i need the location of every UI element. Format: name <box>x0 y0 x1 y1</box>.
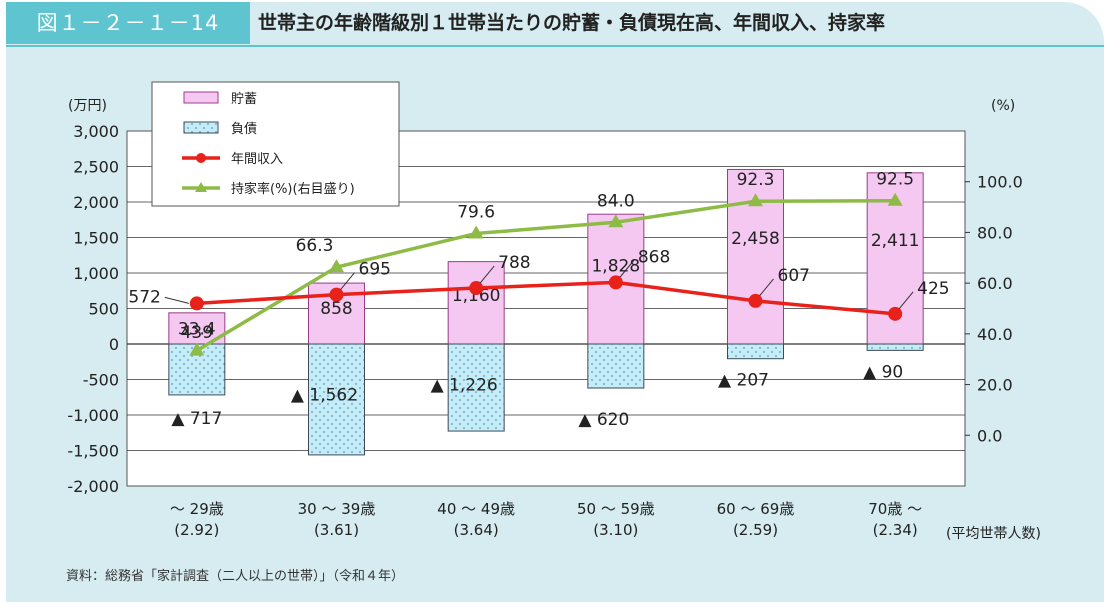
y2-tick-label: 20.0 <box>977 376 1013 395</box>
income-marker <box>888 306 903 321</box>
savings-label: 2,411 <box>871 231 920 251</box>
homeownership-marker <box>329 259 344 273</box>
homeownership-label: 33.4 <box>178 320 216 340</box>
y2-tick-label: 0.0 <box>977 426 1002 445</box>
savings-label: 858 <box>320 299 352 319</box>
legend-marker-income <box>196 153 206 163</box>
savings-label: 1,828 <box>591 257 640 277</box>
source-note: 資料：総務省「家計調査（二人以上の世帯）」（令和４年） <box>66 569 405 584</box>
chart: 3,000 2,500 2,000 1,500 1,000 500 0 -500 -1,000 -… <box>67 81 1041 542</box>
category-sub-label: (2.92) <box>174 521 219 539</box>
income-leader <box>340 272 355 290</box>
figure-title: 世帯主の年齢階級別１世帯当たりの貯蓄・負債現在高、年間収入、持家率 <box>258 12 886 34</box>
legend-marker-homeownership <box>195 182 207 192</box>
category-label: 70歳 ～ <box>868 500 922 518</box>
y-tick-label: -1,000 <box>67 406 119 425</box>
y2-tick-label: 80.0 <box>977 223 1013 242</box>
homeownership-marker <box>189 342 205 356</box>
income-marker <box>748 293 763 308</box>
income-marker <box>329 287 344 302</box>
y2-axis-unit: (%) <box>991 98 1015 114</box>
category-sub-label: (3.10) <box>593 521 638 539</box>
legend-label: 貯蓄 <box>231 92 257 107</box>
category-sub-label: (3.64) <box>454 521 499 539</box>
homeownership-marker <box>748 193 763 207</box>
category-sub-label: (2.34) <box>873 521 918 539</box>
legend-label: 負債 <box>231 122 257 137</box>
homeownership-label: 92.5 <box>876 170 914 190</box>
debt-label: ▲ 620 <box>578 410 629 430</box>
income-leader <box>619 260 635 278</box>
income-marker <box>469 281 484 296</box>
income-label: 695 <box>359 260 391 280</box>
y-tick-label: -500 <box>83 371 119 390</box>
debt-bar <box>587 343 645 389</box>
income-label: 607 <box>778 266 810 286</box>
category-sub-label: (2.59) <box>733 521 778 539</box>
y-tick-label: 3,000 <box>73 122 119 141</box>
income-leader <box>898 291 914 310</box>
legend-swatch-savings <box>183 91 219 104</box>
homeownership-marker <box>468 225 484 239</box>
category-label: 50 ～ 59歳 <box>577 500 655 518</box>
debt-label: ▲ 90 <box>863 362 903 382</box>
income-marker <box>608 275 623 290</box>
legend-label: 持家率(%)(右目盛り) <box>231 181 355 197</box>
debt-label: ▲ 1,562 <box>291 386 358 406</box>
income-label: 868 <box>638 247 670 267</box>
savings-bar <box>447 261 505 345</box>
savings-label: 439 <box>181 323 213 343</box>
debt-label: ▲ 207 <box>718 371 769 391</box>
homeownership-marker <box>608 214 624 228</box>
income-label: 572 <box>128 287 160 307</box>
debt-bar <box>727 343 784 360</box>
category-sub-note: (平均世帯人数) <box>946 526 1041 542</box>
debt-bar <box>866 343 924 351</box>
debt-label: ▲ 717 <box>171 409 222 429</box>
income-leader <box>759 278 774 297</box>
category-sub-label: (3.61) <box>314 521 359 539</box>
category-label: 30 ～ 39歳 <box>298 500 376 518</box>
income-label: 788 <box>498 253 530 273</box>
y-tick-label: 500 <box>88 300 119 319</box>
income-marker <box>189 296 204 311</box>
income-leader <box>479 265 495 284</box>
homeownership-label: 84.0 <box>597 191 635 211</box>
debt-label: ▲ 1,226 <box>431 376 498 396</box>
figure-label: 図１－２－１－14 <box>6 2 250 44</box>
homeownership-line <box>195 198 896 353</box>
y-tick-label: -2,000 <box>67 477 119 496</box>
y2-tick-label: 100.0 <box>977 173 1023 192</box>
y2-tick-label: 40.0 <box>977 325 1013 344</box>
homeownership-label: 92.3 <box>737 170 775 190</box>
homeownership-label: 66.3 <box>296 236 334 256</box>
y-tick-label: 2,000 <box>73 193 119 212</box>
title-rule <box>6 45 1104 47</box>
savings-label: 2,458 <box>731 229 780 249</box>
y2-tick-label: 60.0 <box>977 274 1013 293</box>
y-tick-label: 2,500 <box>73 158 119 177</box>
income-leader <box>164 296 189 304</box>
y-tick-label: -1,500 <box>67 442 119 461</box>
y-tick-label: 1,000 <box>73 264 119 283</box>
y-axis-unit: (万円) <box>68 98 107 114</box>
homeownership-marker <box>887 192 903 206</box>
category-label: ～ 29歳 <box>170 500 224 518</box>
debt-bar <box>308 343 365 456</box>
debt-bar <box>447 343 505 432</box>
category-label: 60 ～ 69歳 <box>717 500 795 518</box>
income-line <box>196 280 896 316</box>
figure-frame: 図１－２－１－14 世帯主の年齢階級別１世帯当たりの貯蓄・負債現在高、年間収入、… <box>6 2 1104 602</box>
legend-label: 年間収入 <box>231 152 283 167</box>
y-tick-label: 1,500 <box>73 229 119 248</box>
legend-swatch-debt <box>183 121 219 134</box>
homeownership-label: 79.6 <box>457 202 495 222</box>
income-label: 425 <box>917 279 949 299</box>
y-tick-label: 0 <box>109 335 119 354</box>
category-label: 40 ～ 49歳 <box>437 500 515 518</box>
